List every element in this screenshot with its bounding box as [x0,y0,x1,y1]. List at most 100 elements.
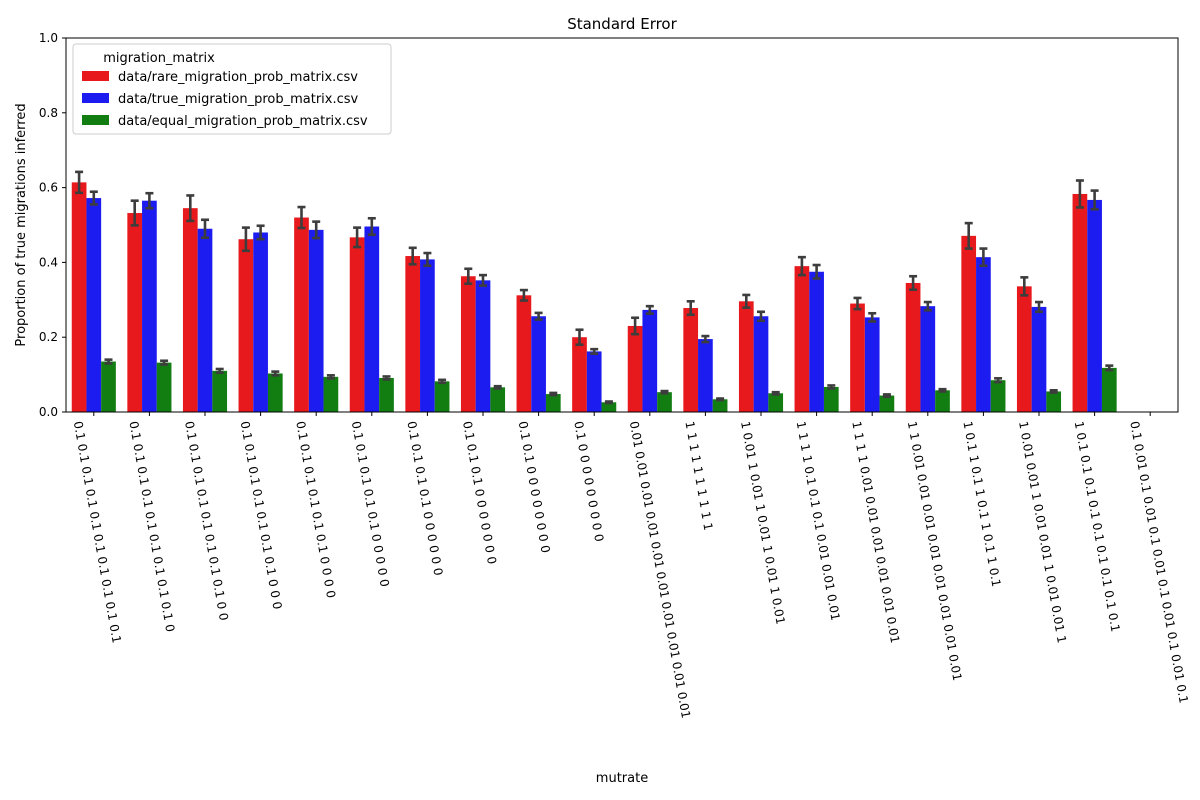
x-tick-label: 0.1 0 0 0 0 0 0 0 0 0 [571,420,606,543]
bar-1-9 [586,351,602,412]
bar-0-9 [572,337,587,412]
error-bar-2-6 [438,378,447,385]
error-bar-2-12 [771,390,780,396]
bar-1-16 [976,257,991,412]
bar-2-3 [267,373,283,412]
legend-swatch-2 [82,115,109,125]
x-tick-label: 0.1 0.1 0 0 0 0 0 0 0 0 [516,420,553,554]
error-bar-2-14 [882,393,891,398]
bar-1-15 [920,306,936,412]
x-tick-label: 0.1 0.1 0.1 0.1 0.1 0.1 0.1 0.1 0 0 [182,420,231,622]
error-bar-0-0 [75,170,84,195]
bar-2-2 [212,370,228,412]
legend-entry-1: data/true_migration_prob_matrix.csv [118,92,359,107]
x-tick-label: 0.1 0.1 0.1 0.1 0.1 0 0 0 0 0 [349,420,392,588]
chart-title: Standard Error [567,15,677,33]
error-bar-1-5 [367,216,376,237]
x-tick-label: 0.1 0.1 0.1 0.1 0.1 0.1 0.1 0 0 0 [238,420,285,610]
x-tick-label: 1 1 0.01 0.01 0.01 0.01 0.01 0.01 0.01 0… [905,420,965,682]
bar-1-14 [864,317,880,412]
bar-2-17 [1046,391,1062,412]
bar-2-10 [657,392,672,412]
bar-2-8 [545,394,561,412]
error-bar-0-11 [686,299,695,317]
y-tick-label: 0.4 [39,255,58,269]
bar-0-17 [1016,286,1032,412]
bar-1-0 [86,198,102,412]
bar-2-18 [1101,367,1117,412]
bar-2-4 [323,376,339,412]
bar-2-9 [601,402,617,412]
legend: migration_matrix data/rare_migration_prob… [72,43,392,135]
error-bar-0-14 [853,296,862,311]
error-bar-1-10 [645,304,654,315]
bar-0-5 [349,237,365,412]
legend-entry-2: data/equal_migration_prob_matrix.csv [118,114,368,129]
x-tick-label: 0.01 0.01 0.01 0.01 0.01 0.01 0.01 0.01 … [627,420,693,719]
bar-0-6 [405,256,421,412]
bar-1-2 [197,228,213,412]
error-bar-2-0 [104,358,113,365]
bar-0-1 [127,213,143,412]
x-tick-label: 1 0.1 1 0.1 1 0.1 1 0.1 1 0.1 [960,420,1003,588]
x-tick-label: 0.1 0.1 0.1 0.1 0.1 0.1 0.1 0.1 0.1 0.1 [71,420,124,644]
y-tick-label: 1.0 [39,31,58,45]
bar-1-6 [420,259,435,412]
bar-2-7 [490,387,506,412]
x-tick-label: 0.1 0.1 0.1 0.1 0.1 0.1 0 0 0 0 [293,420,338,599]
x-tick-label: 1 1 1 1 1 1 1 1 1 1 [682,420,715,531]
bar-1-7 [475,280,491,412]
error-bar-2-5 [382,375,391,381]
x-tick-label: 1 1 1 1 0.01 0.01 0.01 0.01 0.01 0.01 [849,420,902,644]
error-bar-2-11 [716,397,725,402]
error-bar-0-10 [631,316,640,336]
error-bar-2-7 [493,384,502,390]
bar-1-18 [1087,199,1102,412]
legend-swatch-1 [82,93,109,103]
bar-0-2 [182,208,198,412]
bar-1-3 [253,232,268,412]
error-bar-0-6 [408,246,417,266]
error-bar-2-10 [660,389,669,395]
plot-frame [65,37,1179,413]
x-tick-label: 1 0.01 1 0.01 1 0.01 1 0.01 1 0.01 [738,420,788,625]
bar-0-12 [738,301,754,412]
bar-2-14 [879,395,895,412]
bar-2-16 [990,380,1006,412]
error-bar-1-12 [757,310,765,323]
legend-entry-0: data/rare_migration_prob_matrix.csv [118,70,358,85]
x-tick-label: 0.1 0.1 0.1 0 0 0 0 0 0 0 [460,420,499,565]
bar-2-13 [823,386,839,412]
y-axis-label: Proportion of true migrations inferred [14,103,29,346]
error-bar-2-17 [1049,389,1058,394]
error-bar-0-17 [1020,276,1029,297]
error-bar-1-15 [923,300,932,312]
y-tick-label: 0.2 [39,330,58,344]
error-bar-1-7 [479,273,487,287]
error-bar-2-9 [604,400,613,405]
x-tick-label: 1 0.01 0.01 1 0.01 0.01 1 0.01 0.01 1 [1016,420,1069,644]
error-bar-1-11 [701,334,710,344]
bar-0-3 [238,239,254,412]
bar-2-12 [768,393,784,412]
error-bar-2-4 [326,374,335,380]
bar-2-1 [156,362,172,412]
bar-1-11 [698,339,713,412]
error-bar-2-18 [1105,364,1114,372]
error-bar-1-18 [1090,189,1099,211]
error-bar-2-8 [549,391,558,397]
bar-2-11 [712,399,728,412]
bar-0-15 [905,282,921,412]
x-tick-label: 0.1 0.01 0.1 0.01 0.1 0.01 0.1 0.01 0.1 … [1127,420,1190,704]
x-axis-label: mutrate [596,771,648,786]
error-bar-1-0 [89,190,98,206]
error-bar-0-1 [130,199,139,227]
bar-2-6 [434,381,450,412]
error-bar-2-3 [271,370,280,377]
error-bar-1-9 [590,347,599,355]
bar-1-1 [142,200,157,412]
bar-0-4 [294,217,309,412]
error-bar-1-13 [812,263,821,280]
error-bar-1-8 [534,311,543,321]
